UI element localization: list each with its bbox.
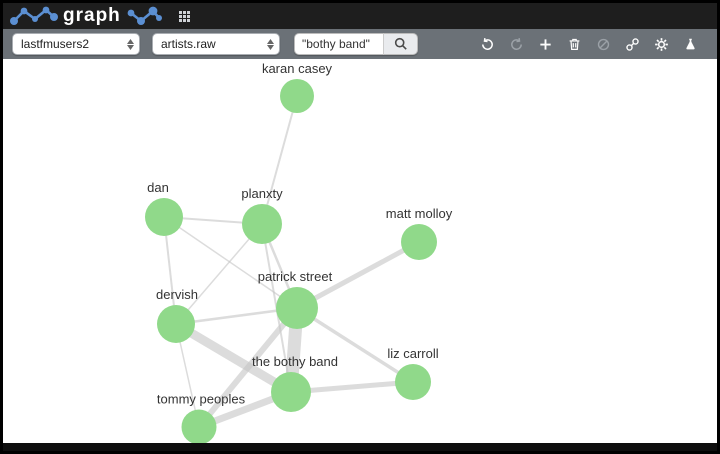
node-tommy[interactable]: [181, 409, 217, 444]
node-dan[interactable]: [145, 198, 183, 236]
delete-button[interactable]: [562, 32, 586, 56]
search-input[interactable]: [294, 33, 384, 55]
search-group: [294, 33, 418, 55]
node-label-planxty: planxty: [241, 186, 283, 201]
node-label-matt: matt molloy: [386, 206, 453, 221]
node-karan[interactable]: [280, 79, 314, 113]
select-arrows-icon: [127, 38, 134, 50]
gear-icon: [654, 37, 668, 51]
grid-menu-icon: [179, 10, 191, 22]
edge-karan-planxty: [261, 95, 298, 225]
edge-matt-patrick: [295, 239, 421, 311]
top-bar: graph: [3, 3, 717, 29]
plus-icon: [539, 38, 551, 50]
edge-bothy-liz: [290, 379, 414, 395]
logo-text: graph: [63, 5, 121, 26]
app-logo: graph: [8, 5, 164, 27]
trash-icon: [569, 38, 579, 50]
network-graph: karan casey dan planxty matt molloy dervish p…: [145, 61, 453, 444]
node-dervish[interactable]: [157, 305, 195, 343]
dataset-select[interactable]: lastfmusers2: [12, 33, 140, 55]
redo-icon: [510, 37, 522, 50]
node-label-karan: karan casey: [262, 61, 333, 76]
toolbar-icon-row: [475, 32, 708, 56]
node-matt[interactable]: [401, 224, 437, 260]
link-button[interactable]: [620, 32, 644, 56]
node-patrick[interactable]: [276, 287, 318, 329]
node-label-bothy: the bothy band: [252, 354, 338, 369]
node-label-patrick: patrick street: [258, 269, 333, 284]
lab-button[interactable]: [678, 32, 702, 56]
bottom-bar: [3, 443, 717, 451]
undo-icon: [481, 37, 493, 50]
graph-canvas[interactable]: karan casey dan planxty matt molloy dervish p…: [3, 59, 717, 443]
node-label-dervish: dervish: [156, 287, 198, 302]
node-label-tommy: tommy peoples: [157, 392, 246, 407]
search-button[interactable]: [384, 33, 418, 55]
dataset-select-value: lastfmusers2: [21, 37, 90, 51]
node-bothy[interactable]: [271, 372, 311, 412]
flask-icon: [685, 38, 695, 49]
settings-button[interactable]: [649, 32, 673, 56]
redo-button[interactable]: [504, 32, 528, 56]
edge-dervish-bothy: [173, 320, 294, 396]
field-select[interactable]: artists.raw: [152, 33, 280, 55]
ban-icon: [597, 38, 609, 50]
edge-patrick-liz: [296, 306, 414, 384]
node-label-dan: dan: [147, 180, 169, 195]
edge-patrick-tommy: [196, 306, 300, 429]
field-select-value: artists.raw: [161, 37, 216, 51]
toolbar: lastfmusers2 artists.raw: [3, 29, 717, 59]
add-button[interactable]: [533, 32, 557, 56]
undo-button[interactable]: [475, 32, 499, 56]
disable-button[interactable]: [591, 32, 615, 56]
search-icon: [394, 37, 407, 50]
node-planxty[interactable]: [242, 204, 282, 244]
edge-planxty-dervish: [175, 223, 263, 325]
logo-network-icon-right: [127, 6, 162, 25]
select-arrows-icon: [267, 38, 274, 50]
node-liz[interactable]: [395, 364, 431, 400]
node-label-liz: liz carroll: [387, 346, 438, 361]
logo-network-icon-left: [10, 6, 58, 25]
grid-menu-button[interactable]: [176, 7, 194, 25]
link-icon: [625, 37, 639, 51]
